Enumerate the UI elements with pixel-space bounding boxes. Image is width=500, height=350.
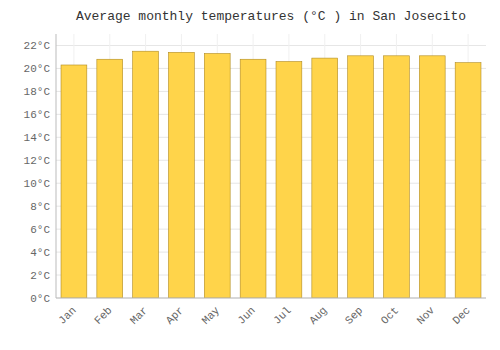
x-tick-label: Dec <box>450 304 472 326</box>
y-tick-label: 2°C <box>30 270 50 282</box>
x-tick-label: Oct <box>379 304 401 326</box>
x-tick-label: May <box>200 304 223 327</box>
bar <box>348 56 374 298</box>
y-tick-label: 16°C <box>24 109 51 121</box>
y-tick-label: 12°C <box>24 155 51 167</box>
bar <box>419 56 445 298</box>
bar <box>97 59 123 298</box>
x-tick-label: Sep <box>343 304 365 326</box>
y-tick-label: 18°C <box>24 86 51 98</box>
y-tick-label: 22°C <box>24 40 51 52</box>
x-tick-label: Feb <box>92 304 114 326</box>
chart: Average monthly temperatures (°C ) in Sa… <box>0 0 500 350</box>
x-tick-label: Jul <box>271 304 293 326</box>
bar <box>61 65 87 298</box>
y-tick-label: 20°C <box>24 63 51 75</box>
grid <box>56 34 486 298</box>
grid-line <box>56 45 486 46</box>
y-tick-label: 14°C <box>24 132 51 144</box>
x-tick-label: Jan <box>56 304 78 326</box>
y-tick-label: 8°C <box>30 201 50 213</box>
x-tick-label: Jun <box>235 304 257 326</box>
bar <box>384 56 410 298</box>
x-tick-label: Aug <box>307 304 329 326</box>
grid-line <box>56 298 486 299</box>
x-axis-line <box>56 298 486 299</box>
x-tick-label: Mar <box>128 304 150 326</box>
bar <box>133 51 159 298</box>
bar <box>276 62 302 298</box>
x-tick-label: Nov <box>415 304 438 327</box>
bar <box>204 54 230 298</box>
title: Average monthly temperatures (°C ) in Sa… <box>76 9 466 24</box>
y-axis-line <box>56 34 57 298</box>
bars <box>61 51 481 298</box>
bar <box>240 59 266 298</box>
bar <box>312 58 338 298</box>
y-tick-label: 0°C <box>30 293 50 305</box>
y-tick-label: 6°C <box>30 224 50 236</box>
x-tick-label: Apr <box>164 304 186 326</box>
y-tick-label: 4°C <box>30 247 50 259</box>
bar <box>455 63 481 298</box>
bar <box>169 52 195 298</box>
y-tick-label: 10°C <box>24 178 51 190</box>
